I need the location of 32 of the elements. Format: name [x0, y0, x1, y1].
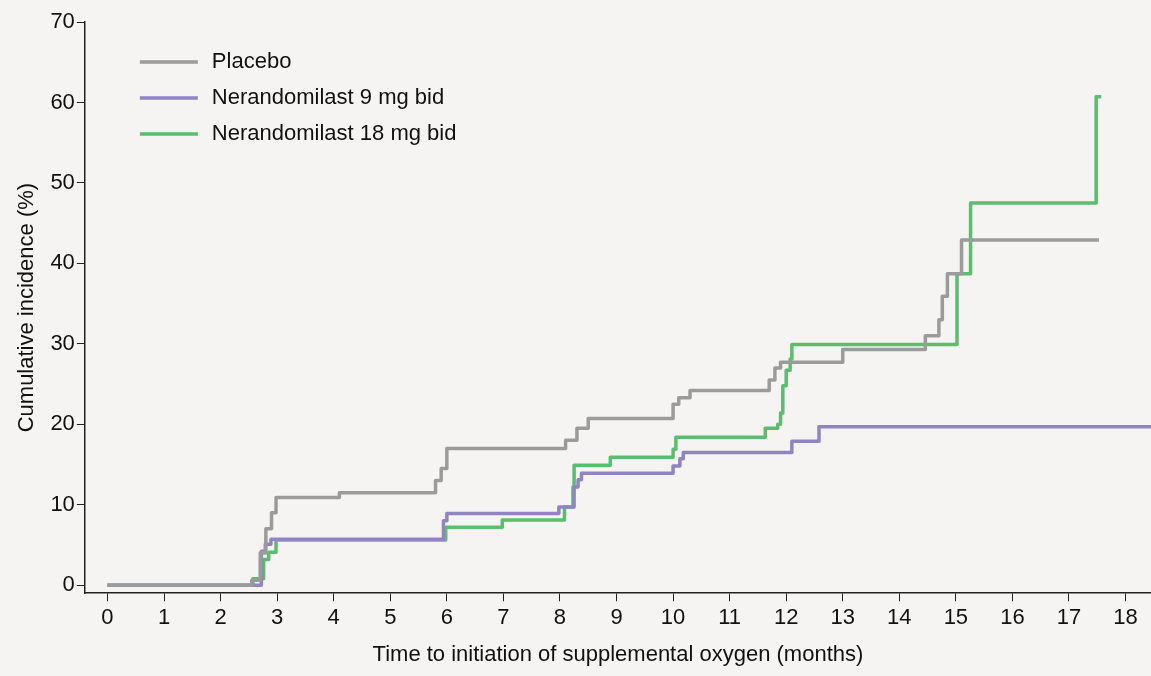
x-tick-label: 9 — [610, 604, 623, 630]
x-tick-label: 5 — [384, 604, 397, 630]
x-tick-label: 0 — [101, 604, 114, 630]
x-tick-label: 16 — [1000, 604, 1025, 630]
x-tick-label: 15 — [943, 604, 969, 630]
x-tick-label: 11 — [718, 604, 742, 630]
y-tick-label: 10 — [50, 490, 75, 516]
y-tick-label: 0 — [62, 571, 75, 597]
y-tick-label: 20 — [50, 410, 75, 436]
x-tick-label: 17 — [1056, 604, 1082, 630]
x-tick-label: 8 — [553, 604, 567, 630]
x-tick-label: 6 — [440, 604, 453, 630]
x-tick-label: 18 — [1113, 604, 1138, 630]
x-tick-label: 7 — [497, 604, 510, 630]
y-tick-label: 30 — [50, 329, 75, 355]
y-tick-label: 60 — [50, 88, 75, 114]
y-axis-title: Cumulative incidence (%) — [13, 182, 39, 433]
legend-label: Placebo — [211, 48, 292, 74]
x-tick-label: 1 — [157, 604, 171, 630]
x-tick-label: 14 — [887, 604, 912, 630]
x-tick-label: 13 — [830, 604, 855, 630]
legend-label: Nerandomilast 18 mg bid — [211, 120, 457, 146]
x-axis-title: Time to initiation of supplemental oxygen (months) — [372, 640, 864, 666]
y-tick-label: 40 — [50, 249, 75, 275]
y-tick-label: 50 — [50, 168, 75, 194]
x-tick-label: 3 — [271, 604, 284, 630]
legend-label: Nerandomilast 9 mg bid — [211, 84, 445, 110]
y-tick-label: 70 — [50, 8, 75, 34]
x-tick-label: 10 — [660, 604, 686, 630]
x-tick-label: 12 — [773, 604, 799, 630]
x-tick-label: 4 — [327, 604, 340, 630]
x-tick-label: 2 — [214, 604, 227, 630]
